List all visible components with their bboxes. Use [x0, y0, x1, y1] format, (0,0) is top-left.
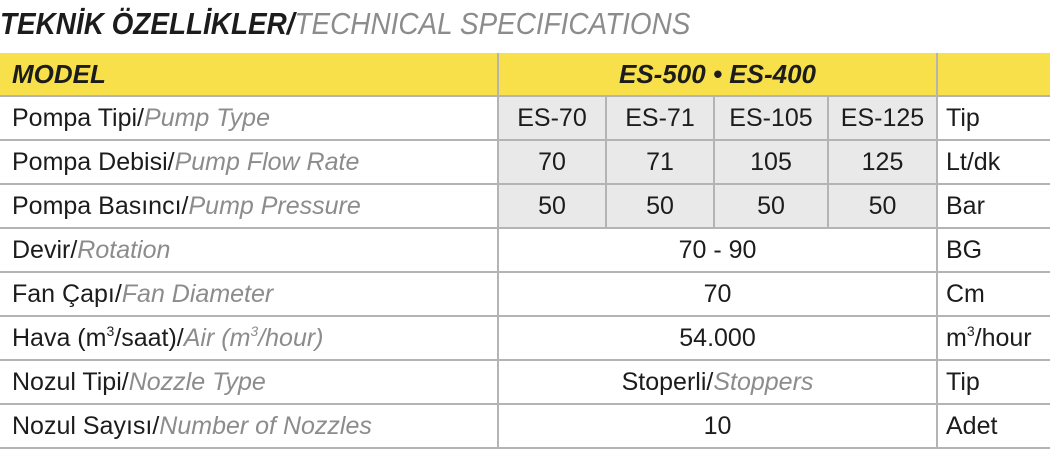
unit-cell: Tip	[936, 96, 1050, 141]
row-label: Pompa Basıncı/Pump Pressure	[0, 184, 498, 229]
row-label: Nozul Tipi/Nozzle Type	[0, 360, 498, 405]
table-cell: 50	[497, 184, 606, 229]
table-row: Fan Çapı/Fan Diameter 70 Cm	[0, 272, 1050, 317]
table-row: Devir/Rotation 70 - 90 BG	[0, 228, 1050, 273]
table-row: Pompa Tipi/Pump Type ES-70 ES-71 ES-105 …	[0, 96, 1050, 141]
row-label: Pompa Debisi/Pump Flow Rate	[0, 140, 498, 185]
unit-cell: Bar	[936, 184, 1050, 229]
unit-cell: Tip	[936, 360, 1050, 405]
table-cell: 70	[497, 272, 937, 317]
table-cell: 54.000	[497, 316, 937, 361]
table-row: Nozul Tipi/Nozzle Type Stoperli/Stoppers…	[0, 360, 1050, 405]
table-cell: ES-71	[605, 96, 714, 141]
table-cell: 105	[713, 140, 828, 185]
table-cell: 10	[497, 404, 937, 449]
title-english: TECHNICAL SPECIFICATIONS	[294, 6, 691, 41]
table-header-row: MODEL ES-500 • ES-400	[0, 53, 1050, 97]
table-cell: 70	[497, 140, 606, 185]
table-cell: 71	[605, 140, 714, 185]
table-row: Nozul Sayısı/Number of Nozzles 10 Adet	[0, 404, 1050, 449]
title-turkish: TEKNİK ÖZELLİKLER/	[0, 6, 295, 41]
table-cell: 125	[827, 140, 937, 185]
unit-cell: m3/hour	[936, 316, 1050, 361]
model-names-header: ES-500 • ES-400	[497, 53, 937, 97]
table-cell: 50	[827, 184, 937, 229]
table-cell: 70 - 90	[497, 228, 937, 273]
unit-cell: BG	[936, 228, 1050, 273]
table-cell: ES-125	[827, 96, 937, 141]
table-cell: Stoperli/Stoppers	[497, 360, 937, 405]
table-row: Pompa Debisi/Pump Flow Rate 70 71 105 12…	[0, 140, 1050, 185]
table-cell: 50	[605, 184, 714, 229]
unit-cell: Cm	[936, 272, 1050, 317]
table-row: Hava (m3/saat)/Air (m3/hour) 54.000 m3/h…	[0, 316, 1050, 361]
table-row: Pompa Basıncı/Pump Pressure 50 50 50 50 …	[0, 184, 1050, 229]
page-title: TEKNİK ÖZELLİKLER/TECHNICAL SPECIFICATIO…	[0, 2, 945, 46]
unit-cell: Lt/dk	[936, 140, 1050, 185]
model-header: MODEL	[0, 53, 498, 97]
row-label: Devir/Rotation	[0, 228, 498, 273]
spec-table: MODEL ES-500 • ES-400 Pompa Tipi/Pump Ty…	[0, 53, 1050, 449]
row-label: Pompa Tipi/Pump Type	[0, 96, 498, 141]
table-cell: 50	[713, 184, 828, 229]
row-label: Hava (m3/saat)/Air (m3/hour)	[0, 316, 498, 361]
row-label: Nozul Sayısı/Number of Nozzles	[0, 404, 498, 449]
unit-cell: Adet	[936, 404, 1050, 449]
unit-header	[936, 53, 1050, 97]
table-cell: ES-70	[497, 96, 606, 141]
row-label: Fan Çapı/Fan Diameter	[0, 272, 498, 317]
table-cell: ES-105	[713, 96, 828, 141]
